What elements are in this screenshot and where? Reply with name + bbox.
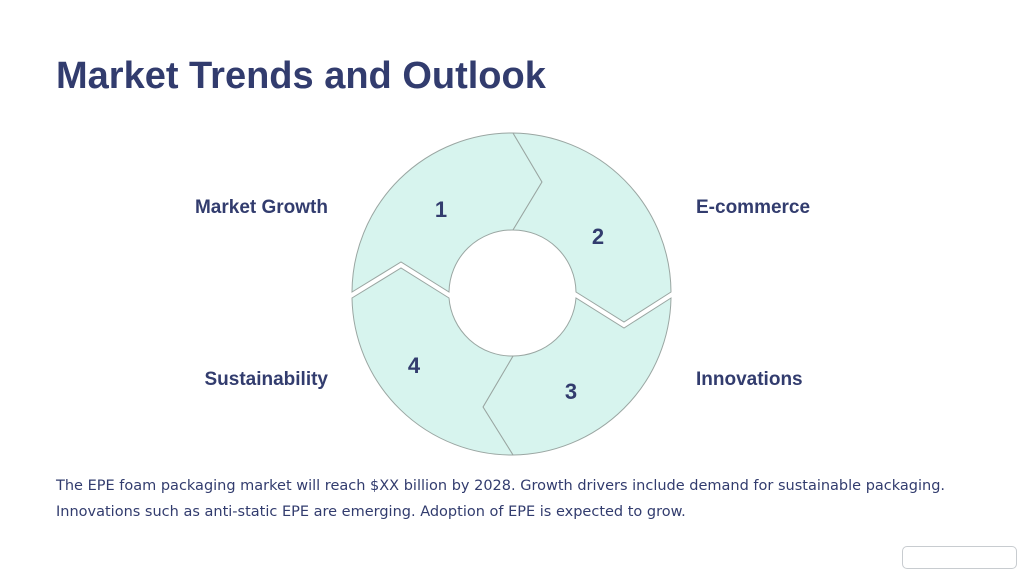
slide-title: Market Trends and Outlook — [56, 55, 546, 97]
body-text: The EPE foam packaging market will reach… — [56, 473, 976, 525]
corner-box — [902, 546, 1017, 569]
label-sustainability: Sustainability — [204, 369, 328, 390]
cycle-segment-1: 1 — [351, 132, 543, 293]
label-innovations: Innovations — [696, 369, 803, 390]
body-line-1: The EPE foam packaging market will reach… — [56, 478, 946, 494]
label-e-commerce: E-commerce — [696, 197, 811, 218]
segment-number-4: 4 — [408, 353, 421, 378]
segment-number-3: 3 — [565, 379, 577, 404]
segment-number-2: 2 — [592, 224, 604, 249]
body-line-2: Innovations such as anti-static EPE are … — [56, 504, 686, 520]
label-market-growth: Market Growth — [194, 197, 328, 218]
cycle-segment-3: 3 — [482, 297, 672, 456]
cycle-segment-2: 2 — [512, 132, 672, 323]
segment-number-1: 1 — [435, 197, 447, 222]
cycle-segment-4: 4 — [351, 267, 514, 456]
